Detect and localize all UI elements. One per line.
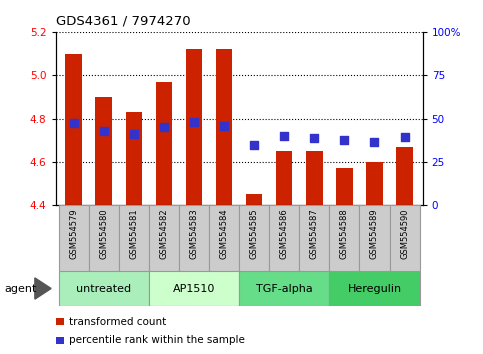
Bar — [209, 205, 239, 271]
Bar — [149, 205, 179, 271]
Text: GDS4361 / 7974270: GDS4361 / 7974270 — [56, 14, 190, 27]
Bar — [89, 205, 119, 271]
Point — [341, 137, 348, 143]
Text: untreated: untreated — [76, 284, 131, 293]
Bar — [366, 162, 383, 205]
Bar — [179, 205, 209, 271]
Point — [220, 123, 228, 129]
Bar — [276, 151, 293, 205]
Text: TGF-alpha: TGF-alpha — [256, 284, 313, 293]
Text: GSM554583: GSM554583 — [189, 209, 199, 259]
Text: Heregulin: Heregulin — [347, 284, 401, 293]
Bar — [269, 205, 299, 271]
Text: GSM554581: GSM554581 — [129, 209, 138, 259]
Bar — [239, 271, 329, 306]
Point — [311, 135, 318, 141]
Text: GSM554580: GSM554580 — [99, 209, 108, 259]
Text: transformed count: transformed count — [69, 317, 166, 327]
Point — [250, 142, 258, 147]
Point — [401, 134, 409, 139]
Text: GSM554582: GSM554582 — [159, 209, 169, 259]
Text: GSM554585: GSM554585 — [250, 209, 258, 259]
Bar — [119, 205, 149, 271]
Bar — [185, 49, 202, 205]
Polygon shape — [35, 278, 51, 299]
Text: GSM554586: GSM554586 — [280, 209, 289, 259]
Bar — [246, 194, 262, 205]
Text: GSM554588: GSM554588 — [340, 209, 349, 259]
Bar — [396, 147, 413, 205]
Point — [100, 128, 108, 133]
Point — [160, 124, 168, 130]
Text: percentile rank within the sample: percentile rank within the sample — [69, 335, 245, 345]
Bar — [329, 205, 359, 271]
Text: GSM554579: GSM554579 — [69, 209, 78, 259]
Bar — [359, 205, 389, 271]
Bar — [156, 82, 172, 205]
Point — [280, 133, 288, 139]
Text: GSM554590: GSM554590 — [400, 209, 409, 259]
Bar — [126, 112, 142, 205]
Bar — [58, 205, 89, 271]
Bar — [149, 271, 239, 306]
Point — [190, 119, 198, 125]
Bar — [299, 205, 329, 271]
Bar — [389, 205, 420, 271]
Text: agent: agent — [5, 284, 37, 293]
Bar — [336, 169, 353, 205]
Bar — [58, 271, 149, 306]
Text: GSM554587: GSM554587 — [310, 209, 319, 259]
Bar — [306, 151, 323, 205]
Text: AP1510: AP1510 — [173, 284, 215, 293]
Point — [370, 139, 378, 145]
Text: GSM554584: GSM554584 — [220, 209, 228, 259]
Point — [130, 131, 138, 137]
Bar — [239, 205, 269, 271]
Bar — [65, 53, 82, 205]
Bar — [329, 271, 420, 306]
Point — [70, 120, 77, 126]
Bar — [216, 49, 232, 205]
Text: GSM554589: GSM554589 — [370, 209, 379, 259]
Bar — [96, 97, 112, 205]
